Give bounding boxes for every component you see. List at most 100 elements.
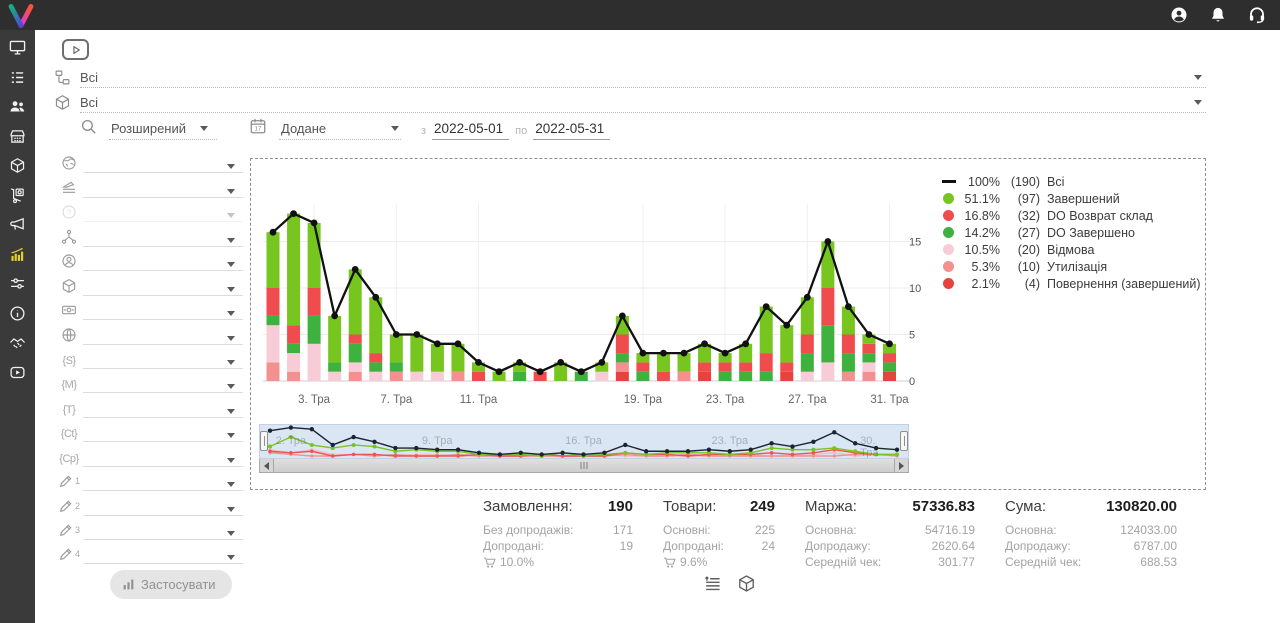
filter-dropdown-7[interactable] <box>55 296 243 321</box>
date-to-input[interactable]: 2022-05-31 <box>533 121 611 140</box>
bar-segment[interactable] <box>615 371 629 381</box>
apply-button[interactable]: Застосувати <box>110 570 232 599</box>
bar-segment[interactable] <box>451 371 465 381</box>
bar-segment[interactable] <box>369 371 383 381</box>
sidebar-item-store[interactable] <box>0 122 35 152</box>
bar-segment[interactable] <box>862 362 876 372</box>
bar-segment[interactable] <box>841 353 855 372</box>
bar-segment[interactable] <box>841 334 855 354</box>
sidebar-item-cube[interactable] <box>0 151 35 181</box>
bar-segment[interactable] <box>780 371 794 381</box>
line-point[interactable] <box>454 340 462 348</box>
line-point[interactable] <box>639 349 647 357</box>
bar-segment[interactable] <box>800 334 814 354</box>
bar-segment[interactable] <box>595 362 609 372</box>
bar-segment[interactable] <box>800 297 814 335</box>
bar-segment[interactable] <box>430 371 444 381</box>
scroll-left-button[interactable] <box>260 459 274 472</box>
status-group-select[interactable]: Всі <box>80 68 1206 88</box>
sidebar-item-handshake[interactable] <box>0 328 35 358</box>
bar-segment[interactable] <box>307 343 321 381</box>
sidebar-item-users[interactable] <box>0 92 35 122</box>
filter-dropdown-9[interactable]: {S} <box>55 345 243 369</box>
filter-dropdown-13[interactable]: {Cp} <box>55 442 243 467</box>
bar-segment[interactable] <box>369 297 383 354</box>
bar-segment[interactable] <box>718 362 732 372</box>
bar-segment[interactable] <box>348 269 362 335</box>
bar-segment[interactable] <box>759 353 773 372</box>
line-point[interactable] <box>392 331 400 338</box>
line-point[interactable] <box>413 331 421 338</box>
navigator-selection[interactable]: 2. Тра 9. Тра 16. Тра 23. Тра 30. Тра <box>259 424 909 459</box>
filter-dropdown-1[interactable] <box>55 149 243 174</box>
bar-segment[interactable] <box>595 371 609 381</box>
line-point[interactable] <box>434 340 441 348</box>
bar-segment[interactable] <box>800 353 814 372</box>
sidebar-item-play-rect[interactable] <box>0 358 35 388</box>
line-point[interactable] <box>845 303 852 310</box>
bar-segment[interactable] <box>821 362 835 381</box>
filter-dropdown-12[interactable]: {Ct} <box>55 418 243 443</box>
bar-segment[interactable] <box>841 371 855 381</box>
filter-dropdown-11[interactable]: {T} <box>55 393 243 418</box>
filter-dropdown-2[interactable] <box>55 173 243 198</box>
navigator-scrollbar[interactable] <box>259 459 909 473</box>
bar-segment[interactable] <box>677 353 691 372</box>
filter-dropdown-15[interactable]: 2 <box>55 491 243 516</box>
sidebar-item-info[interactable] <box>0 299 35 329</box>
bar-segment[interactable] <box>287 325 301 344</box>
line-point[interactable] <box>598 359 606 366</box>
bar-segment[interactable] <box>636 353 650 363</box>
bar-segment[interactable] <box>287 213 301 326</box>
scroll-right-button[interactable] <box>894 459 908 472</box>
bar-segment[interactable] <box>307 315 321 344</box>
bar-segment[interactable] <box>656 353 670 372</box>
bar-segment[interactable] <box>800 371 814 381</box>
tutorial-play-button[interactable] <box>62 39 89 60</box>
product-view-icon[interactable] <box>737 574 756 593</box>
bar-segment[interactable] <box>472 362 485 372</box>
bar-segment[interactable] <box>307 288 321 316</box>
bar-segment[interactable] <box>883 353 896 363</box>
bar-segment[interactable] <box>615 334 629 354</box>
line-point[interactable] <box>660 349 667 357</box>
bar-segment[interactable] <box>862 353 876 363</box>
filter-dropdown-10[interactable]: {M} <box>55 369 243 394</box>
bar-segment[interactable] <box>328 315 342 363</box>
bar-segment[interactable] <box>636 362 650 372</box>
bar-segment[interactable] <box>410 334 424 372</box>
line-point[interactable] <box>331 312 339 320</box>
legend-item[interactable]: 16.8% (32) DO Возврат склад <box>943 207 1201 224</box>
bar-segment[interactable] <box>533 371 547 381</box>
bar-segment[interactable] <box>266 362 280 381</box>
bar-segment[interactable] <box>574 371 588 381</box>
bar-segment[interactable] <box>821 325 835 363</box>
bar-segment[interactable] <box>328 362 342 372</box>
line-point[interactable] <box>351 266 359 273</box>
legend-item[interactable]: 10.5% (20) Відмова <box>943 241 1201 258</box>
bar-segment[interactable] <box>739 343 753 363</box>
bar-segment[interactable] <box>348 362 362 372</box>
navigator-left-handle[interactable] <box>260 431 268 451</box>
sidebar-item-list[interactable] <box>0 63 35 93</box>
date-field-select[interactable]: Додане <box>279 121 401 140</box>
filter-dropdown-16[interactable]: 3 <box>55 516 243 540</box>
bar-segment[interactable] <box>389 334 403 363</box>
sidebar-item-megaphone[interactable] <box>0 210 35 240</box>
line-point[interactable] <box>701 340 708 348</box>
bar-segment[interactable] <box>615 353 629 363</box>
bar-segment[interactable] <box>759 306 773 354</box>
line-point[interactable] <box>269 228 277 236</box>
app-logo-icon[interactable] <box>6 2 36 29</box>
bar-segment[interactable] <box>389 371 403 381</box>
bar-segment[interactable] <box>718 353 732 363</box>
line-point[interactable] <box>495 368 503 376</box>
bar-segment[interactable] <box>718 371 732 381</box>
navigator-right-handle[interactable] <box>900 431 908 451</box>
bar-segment[interactable] <box>821 288 835 326</box>
search-mode-select[interactable]: Розширений <box>109 121 217 140</box>
date-from-input[interactable]: 2022-05-01 <box>432 121 510 140</box>
filter-dropdown-17[interactable]: 4 <box>55 540 243 565</box>
line-point[interactable] <box>680 349 688 357</box>
bar-segment[interactable] <box>369 353 383 363</box>
